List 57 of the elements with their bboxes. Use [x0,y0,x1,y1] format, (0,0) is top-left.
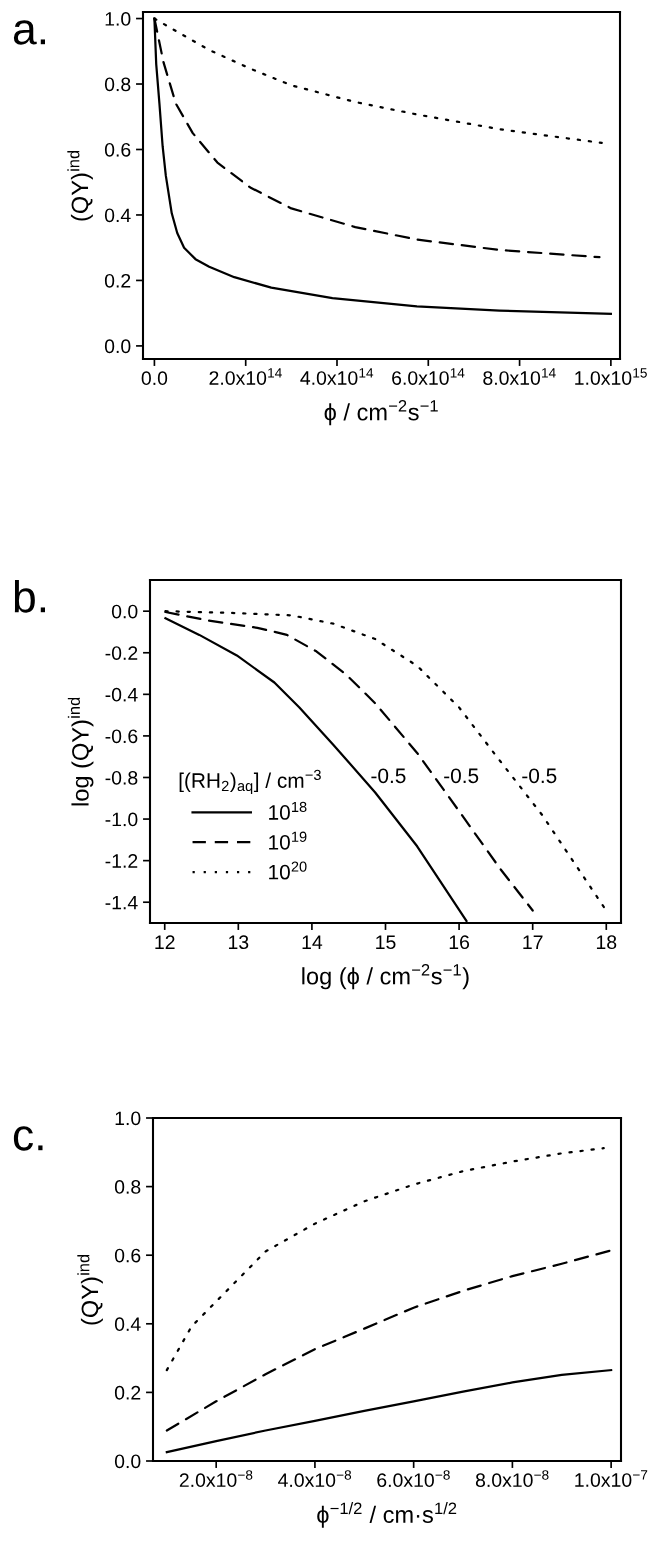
x-tick-label: 17 [523,935,543,949]
annotation: -0.5 [371,768,406,784]
x-tick-label: 12 [155,935,175,949]
y-tick-label: 1.0 [105,12,131,26]
y-tick-label: -0.4 [105,687,138,702]
x-tick-label: 1.0x10$^{15}$ [575,368,647,385]
y-tick-label: -1.0 [105,812,138,827]
x-tick-label: 18 [596,935,617,950]
x-tick-label: 8.0x10$^{−8}$ [475,1470,549,1488]
x-tick-label: 14 [302,935,323,949]
y-tick-label: 0.8 [114,1180,141,1194]
y-tick-label: 0.0 [104,339,131,354]
y-axis-title: (QY)$^{ind}$ [77,1254,103,1325]
x-tick-label: 4.0x10$^{−8}$ [278,1470,352,1488]
y-tick-label: -0.6 [105,729,138,744]
chart-title: a. [13,20,46,45]
y-tick-label: 0.0 [114,1454,141,1469]
x-axis-title: ϕ / cm$^{−2}$s$^{−1}$ [324,400,438,426]
annotation: -0.5 [444,768,479,784]
y-tick-label: -0.8 [105,770,138,785]
legend-label: 10$^{19}$ [269,831,307,850]
x-tick-label: 6.0x10$^{−8}$ [377,1470,450,1488]
line-series [165,1249,613,1432]
legend-label: 10$^{20}$ [269,861,307,880]
y-tick-label: 0.4 [114,1317,141,1332]
x-tick-label: 6.0x10$^{14}$ [392,368,465,385]
y-tick-label: 0.6 [114,1248,141,1263]
y-tick-label: 0.2 [104,273,131,288]
x-axis-title: log (ϕ / cm$^{−2}$s$^{−1}$) [302,964,469,990]
line-series [165,1369,613,1454]
chart-title: b. [14,580,46,613]
annotation: -0.5 [522,768,557,784]
legend-title: [(RH$_{2}$)$_{aq}$] / cm$^{−3}$ [179,769,321,794]
x-axis-title: ϕ$^{−1/2}$ / cm·s$^{1/2}$ [317,1502,457,1528]
x-tick-label: 1.0x10$^{−7}$ [575,1470,648,1487]
x-tick-label: 8.0x10$^{14}$ [483,368,556,385]
y-tick-label: -0.2 [105,646,138,660]
y-tick-label: 0.6 [104,142,131,157]
x-tick-label: 2.0x10$^{14}$ [209,368,282,385]
y-axis-title: log (QY)$^{ind}$ [67,697,94,806]
x-tick-label: 2.0x10$^{−8}$ [179,1470,253,1488]
y-tick-label: 0.2 [114,1385,141,1400]
x-tick-label: 16 [449,935,470,950]
x-tick-label: 0.0 [141,371,168,386]
y-tick-label: -1.2 [105,854,138,868]
line-series [165,1147,605,1372]
legend-label: 10$^{18}$ [269,801,307,820]
y-tick-label: 1.0 [115,1111,141,1126]
y-tick-label: 0.0 [111,604,138,619]
y-tick-label: -1.4 [105,895,138,910]
x-tick-label: 15 [376,935,396,950]
chart-title: c. [13,1126,43,1151]
y-axis-title: (QY)$^{ind}$ [67,150,93,221]
y-tick-label: 0.4 [104,208,131,223]
x-tick-label: 13 [228,935,249,950]
x-tick-label: 4.0x10$^{14}$ [300,368,374,385]
y-tick-label: 0.8 [104,77,131,92]
